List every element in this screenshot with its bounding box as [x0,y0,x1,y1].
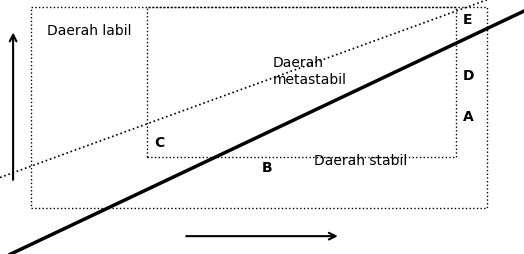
Text: D: D [463,69,474,83]
Text: B: B [262,161,272,174]
Text: Daerah labil: Daerah labil [47,24,132,37]
Text: E: E [463,13,472,27]
Text: Daerah
metastabil: Daerah metastabil [272,56,346,86]
Text: Daerah stabil: Daerah stabil [314,153,408,167]
Text: C: C [155,135,165,149]
Text: A: A [463,110,474,124]
